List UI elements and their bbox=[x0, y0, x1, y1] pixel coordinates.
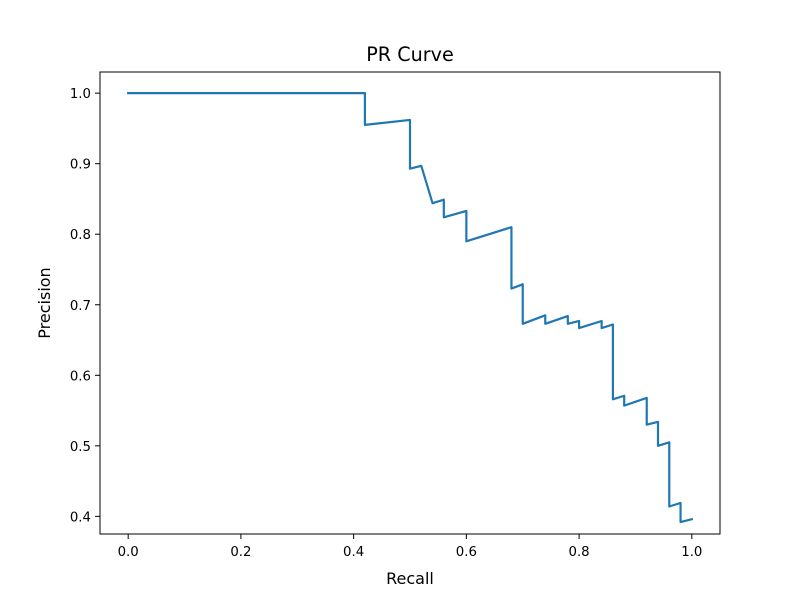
x-tick-label: 0.6 bbox=[456, 545, 477, 560]
y-axis-label: Precision bbox=[35, 267, 54, 338]
x-axis-label: Recall bbox=[386, 569, 434, 588]
y-tick-label: 0.9 bbox=[70, 158, 91, 173]
x-tick-label: 0.0 bbox=[118, 545, 139, 560]
x-tick-label: 0.8 bbox=[569, 545, 590, 560]
y-tick-label: 0.5 bbox=[70, 440, 91, 455]
plot-area bbox=[127, 92, 694, 524]
x-tick-label: 0.2 bbox=[230, 545, 251, 560]
chart-title: PR Curve bbox=[366, 43, 454, 66]
y-tick-label: 0.6 bbox=[70, 369, 91, 384]
axes-frame bbox=[99, 71, 721, 535]
y-tick-label: 1.0 bbox=[70, 87, 91, 102]
y-axis-ticks: 0.4 0.5 0.6 0.7 0.8 0.9 1.0 bbox=[70, 87, 100, 525]
x-tick-label: 1.0 bbox=[681, 545, 702, 560]
y-tick-label: 0.4 bbox=[70, 510, 91, 525]
y-tick-label: 0.8 bbox=[70, 228, 91, 243]
series-line-0 bbox=[127, 92, 694, 524]
x-tick-label: 0.4 bbox=[343, 545, 364, 560]
x-axis-ticks: 0.0 0.2 0.4 0.6 0.8 1.0 bbox=[118, 534, 702, 560]
y-tick-label: 0.7 bbox=[70, 299, 91, 314]
